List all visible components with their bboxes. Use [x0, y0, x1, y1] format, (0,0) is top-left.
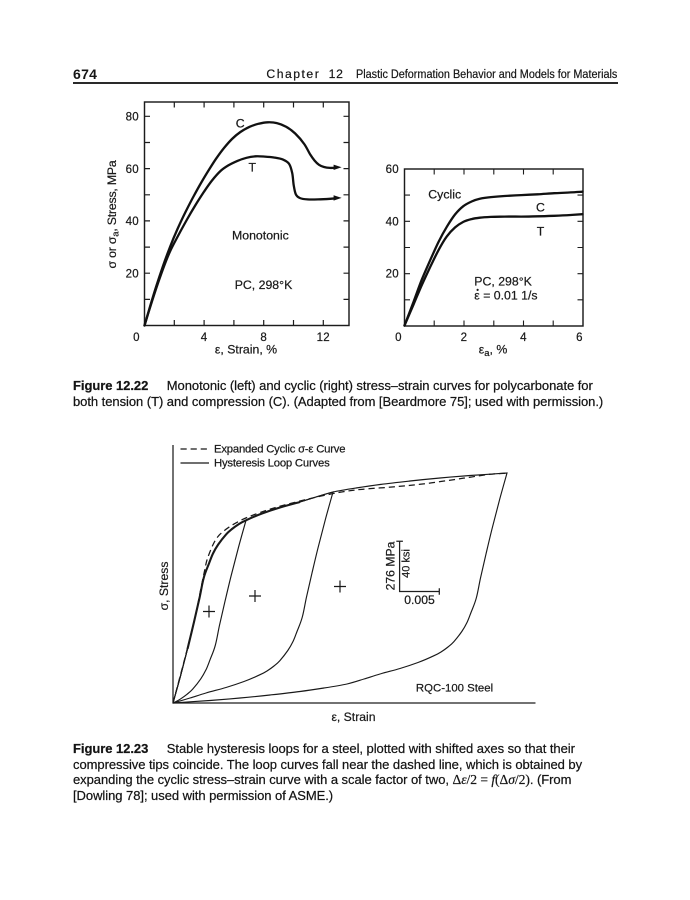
svg-text:12: 12 [317, 332, 330, 344]
svg-text:0.005: 0.005 [404, 593, 435, 607]
svg-text:40: 40 [126, 216, 139, 228]
svg-text:ε = 0.01 1/s: ε = 0.01 1/s [474, 289, 537, 303]
svg-text:PC, 298°K: PC, 298°K [474, 275, 532, 289]
svg-text:40 ksi: 40 ksi [401, 549, 413, 578]
svg-text:Expanded Cyclic σ-ε Curve: Expanded Cyclic σ-ε Curve [214, 444, 345, 456]
svg-text:276 MPa: 276 MPa [384, 541, 398, 590]
svg-text:80: 80 [126, 112, 139, 124]
svg-text:σ, Stress: σ, Stress [157, 562, 171, 611]
svg-text:20: 20 [386, 269, 399, 281]
svg-text:σ or σa, Stress, MPa: σ or σa, Stress, MPa [105, 160, 122, 268]
svg-text:RQC-100 Steel: RQC-100 Steel [416, 683, 493, 695]
svg-text:60: 60 [386, 164, 399, 176]
svg-text:Monotonic: Monotonic [232, 228, 289, 242]
svg-text:60: 60 [126, 164, 139, 176]
svg-text:6: 6 [576, 332, 583, 344]
svg-text:Cyclic: Cyclic [428, 187, 461, 201]
svg-text:40: 40 [386, 216, 399, 228]
svg-text:4: 4 [201, 332, 208, 344]
svg-text:4: 4 [520, 332, 527, 344]
svg-text:0: 0 [133, 332, 140, 344]
svg-text:ε, Strain: ε, Strain [331, 710, 375, 724]
svg-text:20: 20 [126, 269, 139, 281]
svg-text:Hysteresis Loop Curves: Hysteresis Loop Curves [214, 458, 330, 470]
svg-text:0: 0 [395, 332, 402, 344]
svg-text:C: C [236, 116, 245, 130]
svg-text:PC, 298°K: PC, 298°K [235, 278, 293, 292]
svg-text:T: T [249, 161, 257, 175]
svg-text:2: 2 [461, 332, 468, 344]
svg-text:8: 8 [260, 332, 267, 344]
svg-text:T: T [537, 225, 545, 239]
svg-text:ε, Strain, %: ε, Strain, % [215, 343, 277, 357]
svg-text:C: C [536, 201, 545, 215]
svg-text:εa, %: εa, % [479, 343, 508, 360]
